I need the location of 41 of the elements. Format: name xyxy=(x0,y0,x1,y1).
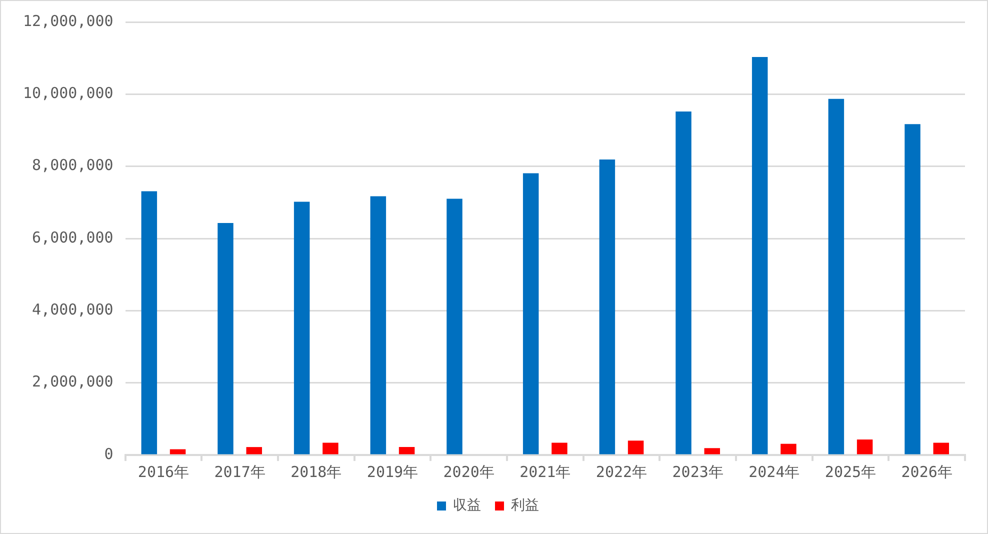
bar xyxy=(322,442,338,454)
y-tick-label: 10,000,000 xyxy=(22,84,114,102)
x-tick-label: 2025年 xyxy=(824,462,876,481)
legend-label: 収益 xyxy=(453,498,481,514)
y-tick-label: 8,000,000 xyxy=(32,156,114,174)
x-tick-label: 2022年 xyxy=(596,462,648,481)
bar xyxy=(676,111,692,454)
bar xyxy=(904,124,920,454)
bar xyxy=(704,448,720,454)
y-tick-label: 4,000,000 xyxy=(32,300,114,319)
bar xyxy=(294,202,310,454)
bar xyxy=(856,439,873,454)
bar xyxy=(446,198,462,454)
x-tick-label: 2021年 xyxy=(520,462,571,481)
x-tick-label: 2019年 xyxy=(366,462,418,481)
y-tick-label: 0 xyxy=(104,444,114,463)
bar xyxy=(828,98,844,454)
y-tick-label: 2,000,000 xyxy=(32,372,114,391)
x-tick-label: 2020年 xyxy=(443,462,494,481)
x-tick-label: 2023年 xyxy=(672,462,724,481)
x-tick-label: 2024年 xyxy=(748,462,800,481)
bar xyxy=(752,57,768,454)
bar xyxy=(780,444,796,454)
y-tick-label: 6,000,000 xyxy=(32,228,114,246)
bar xyxy=(522,173,539,454)
bar xyxy=(398,447,415,454)
bar xyxy=(599,159,616,454)
bar xyxy=(552,442,568,454)
x-tick-label: 2016年 xyxy=(138,462,190,481)
bar xyxy=(141,191,158,454)
legend-label: 利益 xyxy=(511,498,539,514)
bar xyxy=(933,442,950,454)
y-tick-label: 12,000,000 xyxy=(22,12,114,30)
bar xyxy=(170,449,186,454)
x-tick-label: 2026年 xyxy=(901,462,952,481)
bar xyxy=(246,447,262,454)
x-tick-label: 2018年 xyxy=(290,462,342,481)
bar xyxy=(628,440,644,454)
x-tick-label: 2017年 xyxy=(214,462,266,481)
bar xyxy=(218,222,234,454)
bar xyxy=(370,196,386,454)
